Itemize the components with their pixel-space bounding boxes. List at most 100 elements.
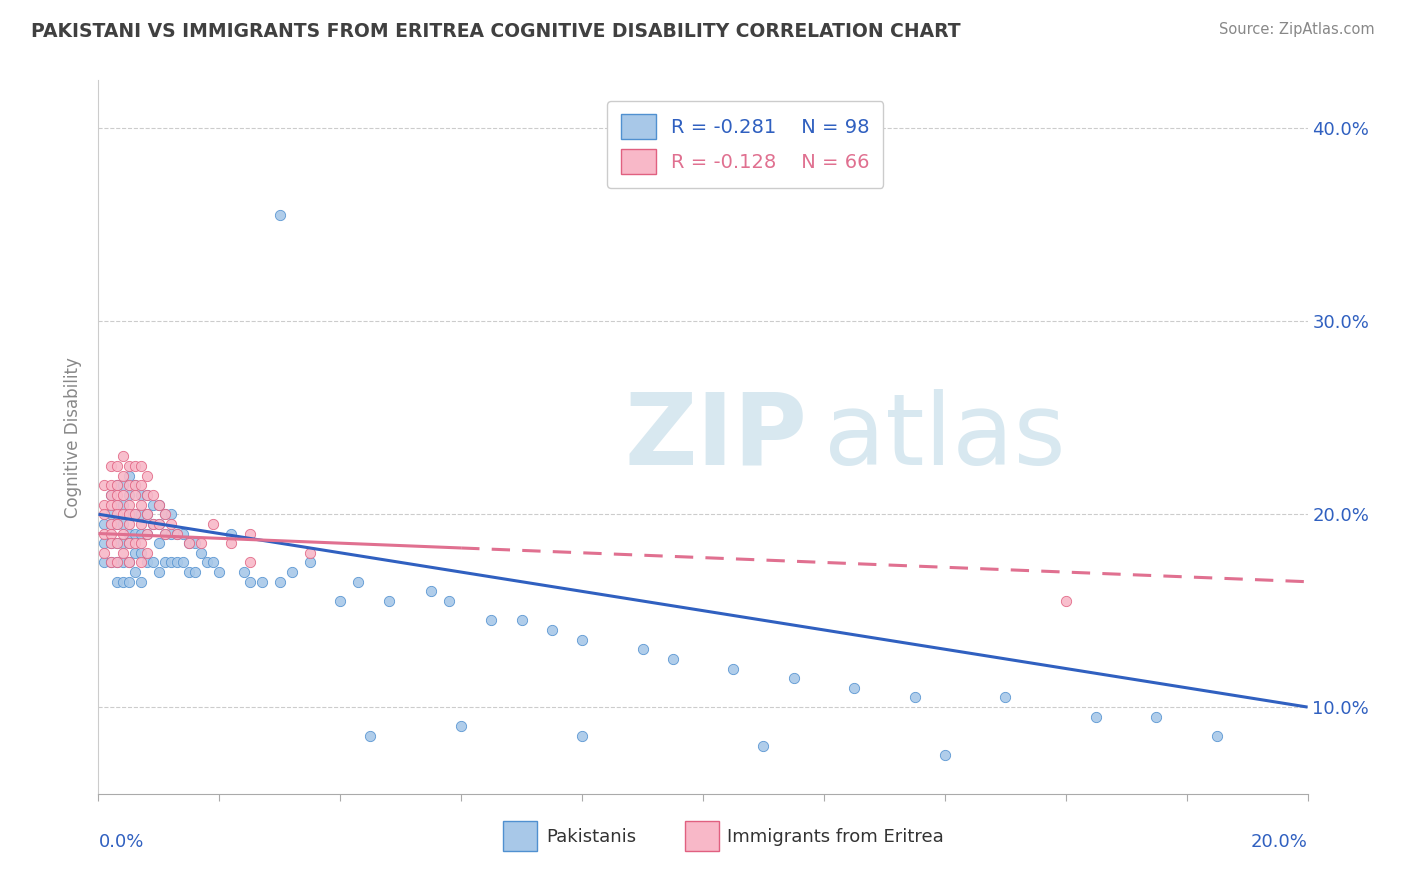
Point xyxy=(135,507,157,521)
Text: Immigrants from Eritrea: Immigrants from Eritrea xyxy=(727,828,943,846)
Point xyxy=(118,458,141,473)
Text: Source: ZipAtlas.com: Source: ZipAtlas.com xyxy=(1219,22,1375,37)
Point xyxy=(299,546,322,560)
Point xyxy=(124,526,146,541)
Point xyxy=(105,488,128,502)
Point xyxy=(118,536,141,550)
Point xyxy=(105,478,128,492)
Point xyxy=(153,526,176,541)
Point xyxy=(118,556,141,570)
Point xyxy=(135,488,157,502)
Point xyxy=(166,526,188,541)
Point xyxy=(148,536,170,550)
Text: 20.0%: 20.0% xyxy=(1251,833,1308,851)
Text: 0.0%: 0.0% xyxy=(98,833,143,851)
Point xyxy=(105,516,128,531)
Text: PAKISTANI VS IMMIGRANTS FROM ERITREA COGNITIVE DISABILITY CORRELATION CHART: PAKISTANI VS IMMIGRANTS FROM ERITREA COG… xyxy=(31,22,960,41)
Point xyxy=(135,507,157,521)
Point xyxy=(148,498,170,512)
Point xyxy=(118,536,141,550)
Point xyxy=(190,546,212,560)
Point xyxy=(160,516,183,531)
Point xyxy=(420,584,443,599)
Point xyxy=(124,546,146,560)
Point xyxy=(571,729,593,743)
Point xyxy=(153,507,176,521)
Point xyxy=(148,516,170,531)
Point xyxy=(129,574,152,589)
Point xyxy=(221,536,243,550)
Point xyxy=(100,478,122,492)
Point xyxy=(202,516,225,531)
Point xyxy=(124,478,146,492)
Point xyxy=(1054,594,1077,608)
Point xyxy=(100,498,122,512)
Point xyxy=(239,574,262,589)
Point xyxy=(118,507,141,521)
Point xyxy=(118,478,141,492)
Point xyxy=(100,556,122,570)
Point xyxy=(124,565,146,579)
Point xyxy=(160,556,183,570)
Point xyxy=(1144,710,1167,724)
Point xyxy=(100,536,122,550)
Point xyxy=(129,488,152,502)
Point xyxy=(124,507,146,521)
Point xyxy=(118,526,141,541)
Point xyxy=(129,507,152,521)
Point xyxy=(100,536,122,550)
Point xyxy=(118,574,141,589)
Point xyxy=(93,546,115,560)
Point xyxy=(135,526,157,541)
Point xyxy=(105,516,128,531)
Point xyxy=(148,516,170,531)
Point xyxy=(142,488,165,502)
Point xyxy=(135,556,157,570)
Point xyxy=(111,546,134,560)
Point xyxy=(105,478,128,492)
Point xyxy=(105,536,128,550)
Point xyxy=(783,671,806,685)
Point xyxy=(111,488,134,502)
Text: ZIP: ZIP xyxy=(624,389,807,485)
Point xyxy=(105,574,128,589)
Point xyxy=(93,516,115,531)
Point xyxy=(184,536,207,550)
Text: Pakistanis: Pakistanis xyxy=(546,828,636,846)
Point xyxy=(100,488,122,502)
Point xyxy=(153,556,176,570)
Point xyxy=(232,565,254,579)
Point xyxy=(239,526,262,541)
Point xyxy=(142,498,165,512)
Point xyxy=(481,613,503,627)
Point xyxy=(118,488,141,502)
Point xyxy=(105,536,128,550)
Point xyxy=(437,594,460,608)
Point xyxy=(142,516,165,531)
Point xyxy=(129,478,152,492)
Point xyxy=(124,478,146,492)
Point xyxy=(93,536,115,550)
Point xyxy=(129,458,152,473)
Point xyxy=(100,556,122,570)
Text: atlas: atlas xyxy=(824,389,1066,485)
Point xyxy=(153,526,176,541)
Point xyxy=(250,574,273,589)
Point xyxy=(172,526,194,541)
Point xyxy=(202,556,225,570)
Point xyxy=(360,729,382,743)
Point xyxy=(111,556,134,570)
Point xyxy=(269,208,291,222)
Point xyxy=(1085,710,1108,724)
Point xyxy=(540,623,562,637)
Point xyxy=(105,507,128,521)
Point xyxy=(1206,729,1229,743)
Point xyxy=(166,556,188,570)
Legend: R = -0.281    N = 98, R = -0.128    N = 66: R = -0.281 N = 98, R = -0.128 N = 66 xyxy=(607,101,883,187)
Point xyxy=(111,498,134,512)
Point xyxy=(571,632,593,647)
Point xyxy=(239,556,262,570)
Point xyxy=(135,526,157,541)
Point xyxy=(111,450,134,464)
Point xyxy=(124,507,146,521)
